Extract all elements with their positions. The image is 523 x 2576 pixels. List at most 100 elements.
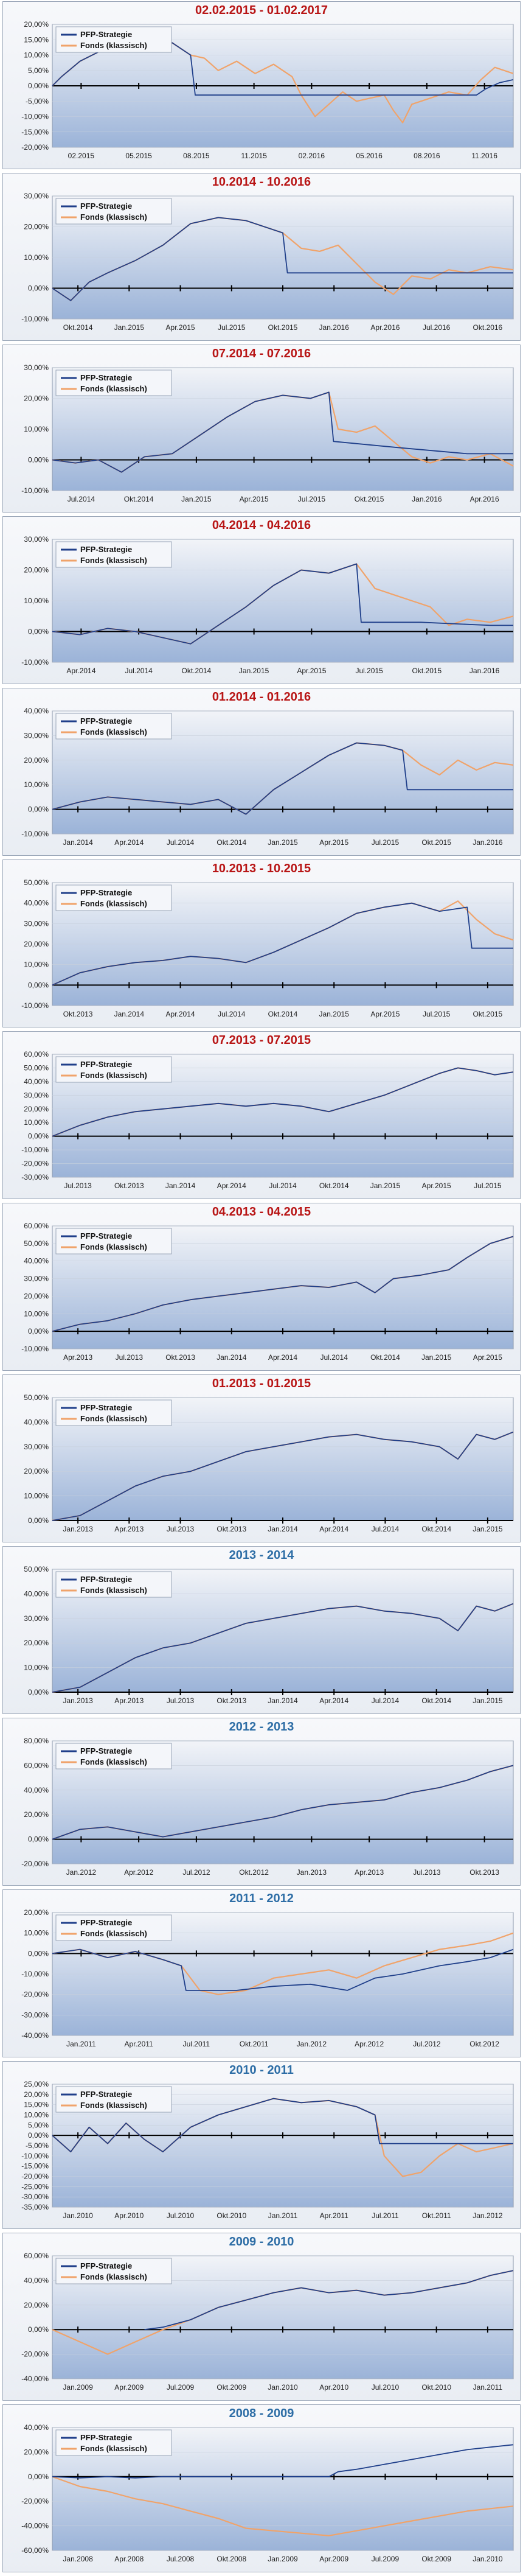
y-tick-label: 40,00% bbox=[24, 707, 49, 715]
y-tick-label: -20,00% bbox=[21, 1160, 49, 1168]
legend-label: Fonds (klassisch) bbox=[80, 1242, 147, 1251]
y-tick-label: 50,00% bbox=[24, 1063, 49, 1072]
y-tick-label: 40,00% bbox=[24, 1786, 49, 1794]
y-tick-label: 30,00% bbox=[24, 919, 49, 928]
legend bbox=[55, 1914, 172, 1941]
chart-panel: 2011 - 2012 20,00% 10,00% 0,00% -10,00% -20,0… bbox=[0, 1888, 523, 2060]
x-tick-label: Jan.2009 bbox=[63, 2383, 93, 2392]
series-line bbox=[52, 2098, 513, 2152]
x-tick-label: Okt.2014 bbox=[370, 1353, 400, 1362]
chart-title: 01.2013 - 01.2015 bbox=[212, 1377, 311, 1390]
x-tick-label: Okt.2011 bbox=[240, 2040, 269, 2048]
y-tick-label: 0,00% bbox=[28, 628, 49, 636]
line-chart: 60,00% 40,00% 20,00% 0,00% -20,00% -40,00% Jan… bbox=[21, 2252, 514, 2392]
x-tick-label: Jan.2011 bbox=[268, 2211, 298, 2220]
y-tick-label: -40,00% bbox=[21, 2031, 49, 2040]
x-tick-label: Okt.2015 bbox=[355, 495, 384, 503]
series-line bbox=[52, 391, 513, 473]
line-chart: 30,00% 20,00% 10,00% 0,00% -10,00% Okt.2014 Ja… bbox=[21, 192, 514, 332]
series-line bbox=[52, 563, 513, 645]
chart-panel: 2008 - 2009 40,00% 20,00% 0,00% -20,00% -40,0… bbox=[0, 2403, 523, 2575]
line-chart: 40,00% 20,00% 0,00% -20,00% -40,00% -60,00% Ja… bbox=[21, 2424, 514, 2563]
legend-label: PFP-Strategie bbox=[80, 2090, 132, 2099]
x-tick-label: Jul.2014 bbox=[320, 1353, 348, 1362]
y-tick-label: 60,00% bbox=[24, 1051, 49, 1059]
chart-title: 02.02.2015 - 01.02.2017 bbox=[195, 4, 328, 17]
y-tick-label: -5,00% bbox=[26, 97, 49, 105]
x-tick-label: Okt.2009 bbox=[216, 2383, 246, 2392]
line-chart: 60,00% 50,00% 40,00% 30,00% 20,00% 10,00% 0,00… bbox=[21, 1051, 514, 1190]
x-tick-label: Apr.2014 bbox=[217, 1181, 246, 1190]
x-tick-label: Apr.2014 bbox=[268, 1353, 297, 1362]
x-tick-label: 08.2015 bbox=[183, 152, 210, 160]
chart-title: 2008 - 2009 bbox=[229, 2407, 294, 2420]
x-tick-label: Jul.2014 bbox=[68, 495, 95, 503]
y-tick-label: 10,00% bbox=[24, 1118, 49, 1127]
y-tick-label: 10,00% bbox=[24, 425, 49, 433]
x-tick-label: Okt.2013 bbox=[63, 1010, 93, 1018]
y-tick-label: -10,00% bbox=[21, 830, 49, 838]
y-tick-label: 40,00% bbox=[24, 1077, 49, 1086]
x-tick-label: Jul.2014 bbox=[218, 1010, 246, 1018]
line-chart: 50,00% 40,00% 30,00% 20,00% 10,00% 0,00% -10,0… bbox=[21, 879, 514, 1018]
x-tick-label: Jul.2015 bbox=[355, 667, 383, 675]
x-tick-label: Okt.2014 bbox=[124, 495, 154, 503]
x-tick-label: 05.2015 bbox=[125, 152, 152, 160]
legend-label: PFP-Strategie bbox=[80, 2433, 132, 2442]
x-tick-label: Apr.2009 bbox=[319, 2555, 348, 2563]
y-tick-label: 20,00% bbox=[24, 2301, 49, 2309]
chart-panel: 07.2014 - 07.2016 30,00% 20,00% 10,00% 0,00%… bbox=[0, 343, 523, 515]
y-tick-label: 30,00% bbox=[24, 1614, 49, 1623]
y-tick-label: 20,00% bbox=[24, 1639, 49, 1647]
x-tick-label: Okt.2014 bbox=[421, 1525, 451, 1533]
x-tick-label: Jan.2015 bbox=[421, 1353, 452, 1362]
y-tick-label: 40,00% bbox=[24, 2276, 49, 2284]
legend-label: PFP-Strategie bbox=[80, 1575, 132, 1584]
x-tick-label: Jan.2010 bbox=[268, 2383, 298, 2392]
chart-panel: 07.2013 - 07.2015 60,00% 50,00% 40,00% 30,00… bbox=[0, 1030, 523, 1202]
chart-title: 07.2013 - 07.2015 bbox=[212, 1034, 311, 1047]
chart-panel: 2010 - 2011 25,00% 20,00% 15,00% 10,00% 5,00%… bbox=[0, 2060, 523, 2231]
legend-label: Fonds (klassisch) bbox=[80, 2272, 147, 2281]
x-tick-label: Apr.2015 bbox=[297, 667, 326, 675]
legend bbox=[55, 713, 172, 740]
x-tick-label: Apr.2011 bbox=[320, 2211, 348, 2220]
x-tick-label: 02.2016 bbox=[299, 152, 325, 160]
y-tick-label: -30,00% bbox=[21, 1173, 49, 1181]
legend-label: Fonds (klassisch) bbox=[80, 384, 147, 393]
y-tick-label: 60,00% bbox=[24, 2252, 49, 2260]
x-tick-label: Okt.2013 bbox=[165, 1353, 195, 1362]
x-tick-label: Jul.2016 bbox=[423, 323, 451, 332]
y-tick-label: 0,00% bbox=[28, 1949, 49, 1958]
y-tick-label: 0,00% bbox=[28, 1835, 49, 1844]
chart-panel: 01.2013 - 01.2015 50,00% 40,00% 30,00% 20,00… bbox=[0, 1373, 523, 1545]
x-tick-label: Jan.2012 bbox=[473, 2211, 503, 2220]
y-tick-label: 10,00% bbox=[24, 51, 49, 60]
legend-label: PFP-Strategie bbox=[80, 373, 132, 382]
x-tick-label: Jul.2014 bbox=[167, 838, 195, 847]
chart-panel: 04.2014 - 04.2016 30,00% 20,00% 10,00% 0,00%… bbox=[0, 515, 523, 687]
x-tick-label: Jul.2011 bbox=[183, 2040, 210, 2048]
x-tick-label: Jul.2015 bbox=[372, 838, 400, 847]
y-tick-label: -20,00% bbox=[21, 143, 49, 152]
x-tick-label: Okt.2014 bbox=[216, 838, 246, 847]
y-tick-label: 10,00% bbox=[24, 780, 49, 789]
y-tick-label: 0,00% bbox=[28, 2325, 49, 2334]
series-line bbox=[52, 1067, 514, 1137]
x-tick-label: Apr.2009 bbox=[114, 2383, 144, 2392]
series-line bbox=[52, 1948, 514, 1991]
x-tick-label: Apr.2014 bbox=[166, 1010, 195, 1018]
chart-title: 04.2014 - 04.2016 bbox=[212, 519, 311, 532]
x-tick-label: Jul.2013 bbox=[413, 1868, 441, 1877]
x-tick-label: Jul.2011 bbox=[372, 2211, 399, 2220]
legend bbox=[55, 1743, 172, 1769]
x-tick-label: 05.2016 bbox=[356, 152, 383, 160]
y-tick-label: 10,00% bbox=[24, 1664, 49, 1672]
legend-label: PFP-Strategie bbox=[80, 201, 132, 211]
legend bbox=[55, 2429, 172, 2456]
x-tick-label: Okt.2011 bbox=[422, 2211, 451, 2220]
x-tick-label: Okt.2010 bbox=[421, 2383, 451, 2392]
x-tick-label: Jan.2008 bbox=[63, 2555, 93, 2563]
x-tick-label: Apr.2015 bbox=[473, 1353, 502, 1362]
legend-label: PFP-Strategie bbox=[80, 1231, 132, 1241]
